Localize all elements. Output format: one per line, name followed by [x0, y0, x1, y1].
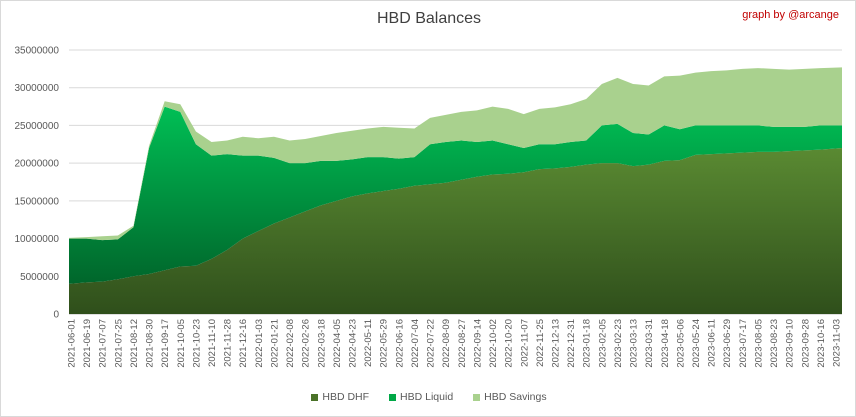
x-tick-label: 2022-02-08 — [285, 319, 296, 368]
x-tick-label: 2022-02-26 — [301, 319, 312, 368]
x-tick-label: 2022-12-31 — [566, 319, 577, 368]
x-tick-label: 2023-01-18 — [582, 319, 593, 368]
chart-credit: graph by @arcange — [742, 9, 839, 21]
legend-label: HBD Savings — [484, 391, 547, 403]
x-tick-label: 2022-04-05 — [332, 319, 343, 368]
legend-label: HBD DHF — [322, 391, 370, 403]
x-tick-label: 2023-08-05 — [753, 319, 764, 368]
x-tick-label: 2023-06-11 — [707, 319, 718, 367]
x-tick-label: 2021-09-17 — [160, 319, 171, 368]
x-tick-label: 2021-07-25 — [113, 319, 124, 368]
x-tick-label: 2023-07-17 — [738, 319, 749, 368]
y-tick-label: 35000000 — [15, 46, 60, 57]
x-tick-label: 2021-11-10 — [207, 319, 218, 367]
x-tick-label: 2023-04-18 — [660, 319, 671, 368]
y-tick-label: 15000000 — [15, 196, 60, 207]
legend-swatch — [389, 393, 397, 401]
x-tick-label: 2022-07-04 — [410, 319, 421, 368]
x-tick-label: 2022-12-13 — [550, 319, 561, 368]
x-tick-label: 2021-10-05 — [176, 319, 187, 368]
x-tick-label: 2023-03-31 — [644, 319, 655, 368]
x-tick-label: 2023-02-05 — [597, 319, 608, 368]
x-tick-label: 2022-09-14 — [472, 319, 483, 368]
x-tick-label: 2021-08-30 — [145, 319, 156, 368]
x-tick-label: 2022-10-20 — [504, 319, 515, 368]
legend-item: HBD Liquid — [389, 391, 453, 403]
y-tick-label: 20000000 — [15, 159, 60, 170]
x-tick-label: 2023-08-23 — [769, 319, 780, 368]
x-tick-label: 2022-01-21 — [269, 319, 280, 368]
x-tick-label: 2021-12-16 — [238, 319, 249, 368]
x-tick-label: 2023-06-29 — [722, 319, 733, 368]
area-hbd-dhf — [69, 148, 842, 314]
area-hbd-savings — [69, 67, 842, 241]
x-tick-label: 2021-10-23 — [191, 319, 202, 368]
legend: HBD DHF HBD Liquid HBD Savings — [1, 391, 855, 403]
x-tick-label: 2022-11-25 — [535, 319, 546, 367]
x-tick-label: 2021-06-01 — [67, 319, 78, 368]
x-tick-label: 2022-01-03 — [254, 319, 265, 368]
y-tick-label: 5000000 — [20, 272, 59, 283]
x-tick-label: 2023-05-24 — [691, 319, 702, 368]
area-hbd-liquid — [69, 106, 842, 284]
x-tick-label: 2023-09-10 — [785, 319, 796, 368]
x-tick-label: 2022-05-29 — [379, 319, 390, 368]
y-tick-label: 0 — [53, 310, 59, 321]
x-tick-label: 2023-09-28 — [800, 319, 811, 368]
x-tick-label: 2023-03-13 — [629, 319, 640, 368]
x-tick-label: 2023-11-03 — [832, 319, 843, 367]
x-tick-label: 2023-05-06 — [675, 319, 686, 368]
x-tick-label: 2022-07-22 — [426, 319, 437, 368]
x-tick-label: 2022-08-09 — [441, 319, 452, 368]
x-tick-label: 2023-02-23 — [613, 319, 624, 368]
y-tick-label: 10000000 — [15, 234, 60, 245]
x-tick-label: 2022-05-11 — [363, 319, 374, 367]
x-tick-label: 2021-08-12 — [129, 319, 140, 368]
x-tick-label: 2022-04-23 — [348, 319, 359, 368]
chart-title: HBD Balances — [376, 10, 482, 27]
x-tick-label: 2023-10-16 — [816, 319, 827, 368]
x-tick-label: 2022-06-16 — [394, 319, 405, 368]
legend-label: HBD Liquid — [400, 391, 454, 403]
legend-item: HBD DHF — [311, 391, 369, 403]
x-tick-label: 2021-06-19 — [82, 319, 93, 368]
x-tick-label: 2022-08-27 — [457, 319, 468, 368]
x-tick-label: 2022-10-02 — [488, 319, 499, 368]
y-tick-label: 25000000 — [15, 121, 60, 132]
legend-swatch — [473, 393, 481, 401]
x-tick-label: 2022-03-18 — [316, 319, 327, 368]
legend-swatch — [311, 393, 319, 401]
x-tick-label: 2021-07-07 — [98, 319, 109, 368]
legend-item: HBD Savings — [473, 391, 547, 403]
x-tick-label: 2022-11-07 — [519, 319, 530, 367]
x-tick-label: 2021-11-28 — [223, 319, 234, 367]
y-tick-label: 30000000 — [15, 83, 60, 94]
